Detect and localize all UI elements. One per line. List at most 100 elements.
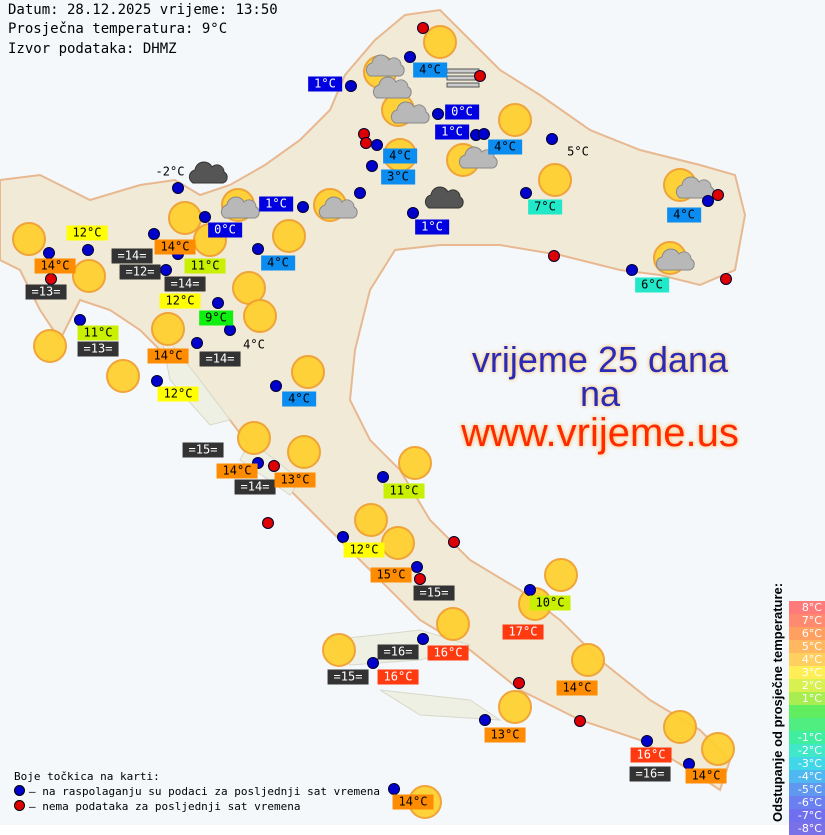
temperature-label: 1°C [415,219,449,235]
station-dot-missing[interactable] [360,137,372,149]
station-dot-available[interactable] [478,128,490,140]
temperature-label: 4°C [282,391,316,407]
station-dot-missing[interactable] [474,70,486,82]
scale-step: -7°C [789,809,825,822]
temperature-label: 14°C [685,768,727,784]
station-dot-missing[interactable] [448,536,460,548]
sun-icon [701,732,735,766]
station-dot-missing[interactable] [712,189,724,201]
sun-icon [544,558,578,592]
station-dot-missing[interactable] [268,460,280,472]
station-dot-available[interactable] [377,471,389,483]
temperature-label: 15°C [370,567,412,583]
station-dot-available[interactable] [641,735,653,747]
sun-icon [33,329,67,363]
station-dot-available[interactable] [224,324,236,336]
station-dot-available[interactable] [270,380,282,392]
cloud-icon [364,54,406,82]
station-dot-available[interactable] [151,375,163,387]
station-dot-available[interactable] [82,244,94,256]
station-dot-available[interactable] [199,211,211,223]
sun-icon [663,710,697,744]
scale-step: -5°C [789,783,825,796]
temperature-label: 14°C [216,463,258,479]
cloud-icon [187,161,229,189]
sun-icon [354,503,388,537]
promo-link[interactable]: www.vrijeme.us [461,411,739,455]
cloud-icon [654,248,696,276]
station-dot-available[interactable] [148,228,160,240]
temperature-label: =14= [234,479,276,495]
station-dot-missing[interactable] [513,677,525,689]
station-dot-available[interactable] [191,337,203,349]
temperature-label: =13= [25,284,67,300]
station-dot-missing[interactable] [45,273,57,285]
station-dot-available[interactable] [479,714,491,726]
station-dot-available[interactable] [74,314,86,326]
station-dot-available[interactable] [524,584,536,596]
sun-icon [106,359,140,393]
station-dot-missing[interactable] [574,715,586,727]
station-dot-available[interactable] [417,633,429,645]
scale-step: -3°C [789,757,825,770]
station-dot-available[interactable] [432,108,444,120]
station-dot-available[interactable] [404,51,416,63]
station-dot-available[interactable] [366,160,378,172]
station-dot-available[interactable] [337,531,349,543]
temperature-label: 4°C [261,255,295,271]
temperature-label: 1°C [435,124,469,140]
sun-icon [398,446,432,480]
sun-icon [423,25,457,59]
scale-step: 6°C [789,627,825,640]
station-dot-available[interactable] [520,187,532,199]
scale-step: 7°C [789,614,825,627]
cloud-icon [423,186,465,214]
temperature-label: =13= [77,341,119,357]
station-dot-available[interactable] [297,201,309,213]
station-dot-available[interactable] [43,247,55,259]
station-dot-available[interactable] [371,139,383,151]
station-dot-missing[interactable] [720,273,732,285]
promo-line-2: na [579,373,621,414]
sun-icon [322,633,356,667]
station-dot-available[interactable] [172,182,184,194]
temperature-label: =15= [413,585,455,601]
sun-icon [287,435,321,469]
station-dot-available[interactable] [367,657,379,669]
station-dot-available[interactable] [354,187,366,199]
cloud-icon [389,101,431,129]
average-temperature: Prosječna temperatura: 9°C [8,21,228,37]
temperature-label: 0°C [445,104,479,120]
station-dot-available[interactable] [407,207,419,219]
station-dot-missing[interactable] [262,517,274,529]
red-dot-icon [14,800,25,811]
temperature-label: 12°C [157,386,199,402]
station-dot-available[interactable] [345,80,357,92]
station-dot-available[interactable] [160,264,172,276]
temperature-label: =16= [629,766,671,782]
temperature-label: 12°C [66,225,108,241]
station-dot-missing[interactable] [417,22,429,34]
temperature-label: -2°C [155,164,185,179]
temperature-label: 11°C [184,258,226,274]
temperature-label: 0°C [208,222,242,238]
station-dot-available[interactable] [388,783,400,795]
temperature-label: 16°C [377,669,419,685]
station-dot-available[interactable] [252,243,264,255]
temperature-label: 9°C [199,310,233,326]
station-dot-available[interactable] [212,297,224,309]
station-dot-available[interactable] [411,561,423,573]
station-dot-available[interactable] [546,133,558,145]
date-time: Datum: 28.12.2025 vrijeme: 13:50 [8,2,278,18]
temperature-label: 14°C [154,239,196,255]
station-dot-missing[interactable] [414,573,426,585]
station-dot-available[interactable] [702,195,714,207]
temperature-label: 14°C [556,680,598,696]
sun-icon [72,259,106,293]
sun-icon [291,355,325,389]
temperature-label: =14= [111,248,153,264]
station-dot-available[interactable] [626,264,638,276]
station-dot-missing[interactable] [548,250,560,262]
legend-missing: – nema podataka za posljednji sat vremen… [29,800,301,813]
cloud-icon [457,146,499,174]
